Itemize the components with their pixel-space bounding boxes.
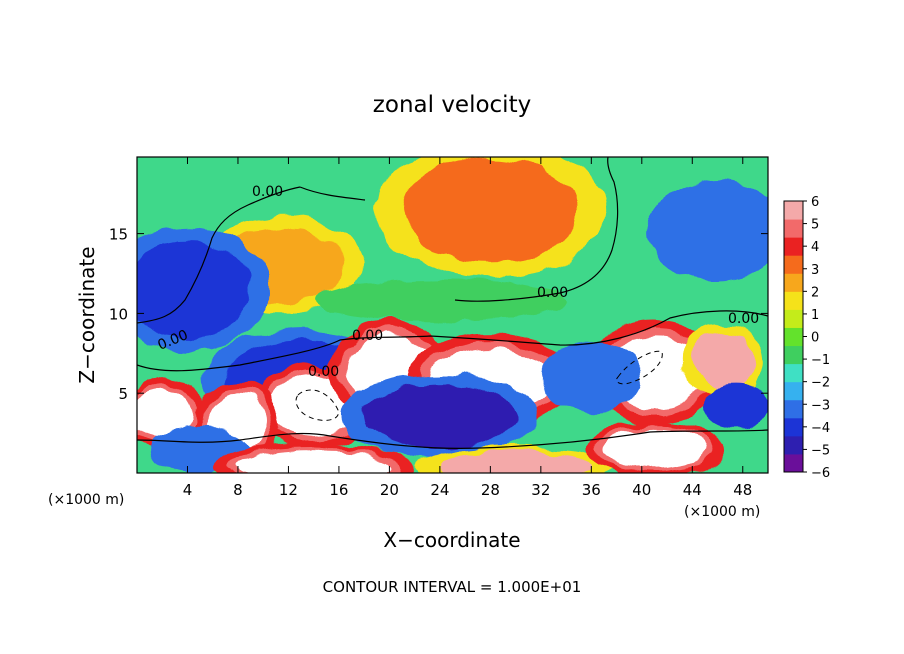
- field-blob: [648, 179, 768, 282]
- field-blob: [692, 332, 756, 391]
- dashed-contour-b: [615, 350, 663, 385]
- zero-contour-lower: [137, 310, 768, 372]
- colorbar-swatch: [784, 399, 803, 419]
- contour-interval-footer: CONTOUR INTERVAL = 1.000E+01: [323, 578, 582, 596]
- colorbar-swatch: [784, 201, 803, 220]
- x-tick-label: 32: [531, 481, 550, 499]
- contour-label: 0.00: [728, 311, 759, 327]
- x-tick-label: 8: [233, 481, 243, 499]
- contour-labels: 0.00 0.00 0.00 0.00 0.00 0.00: [156, 184, 760, 380]
- y-tick-label: 5: [118, 385, 128, 403]
- colorbar-tick-label: 2: [811, 285, 819, 300]
- colorbar-tick-label: 1: [811, 308, 819, 323]
- colorbar-swatch: [784, 237, 803, 256]
- x-tick-label: 16: [329, 481, 348, 499]
- chart-title: zonal velocity: [373, 92, 531, 118]
- x-axis: 4 8 12 16 20 24 28 32 36 40 44 48: [183, 157, 752, 499]
- x-tick-label: 36: [582, 481, 601, 499]
- colorbar-tick-label: −5: [811, 443, 830, 458]
- zero-contours: [137, 157, 768, 449]
- colorbar-tick-label: −3: [811, 398, 830, 413]
- zero-contour-upper: [137, 186, 301, 324]
- field-blob: [439, 450, 592, 473]
- colorbar-tick-label: −1: [811, 353, 830, 368]
- contour-label: 0.00: [352, 328, 383, 344]
- y-axis-label: Z−coordinate: [75, 246, 99, 383]
- x-tick-label: 4: [183, 481, 193, 499]
- contour-label: 0.00: [252, 184, 283, 200]
- x-tick-label: 28: [481, 481, 500, 499]
- colorbar-tick-label: −2: [811, 376, 830, 391]
- plot-area: 0.00 0.00 0.00 0.00 0.00 0.00: [137, 157, 768, 473]
- field-blob: [137, 241, 251, 338]
- y-tick-label: 15: [109, 226, 128, 244]
- colorbar-tick-label: 5: [811, 218, 819, 233]
- plot-frame: [136, 156, 769, 474]
- field-blob: [364, 383, 516, 448]
- dashed-contour-a: [295, 389, 339, 421]
- zero-contour-bottom: [137, 429, 768, 449]
- colorbar-swatch: [784, 309, 803, 328]
- colorbar-swatch: [784, 435, 803, 455]
- colorbar-tick-label: −6: [811, 466, 830, 481]
- colorbar-tick-label: 3: [811, 263, 819, 278]
- colorbar-swatch: [784, 345, 803, 365]
- colorbar: 6 5 4 3 2 1 0 −1 −2 −3 −4 −5 −6: [783, 195, 830, 481]
- field-blob: [137, 388, 194, 437]
- x-tick-label: 24: [430, 481, 449, 499]
- x-tick-label: 48: [733, 481, 752, 499]
- field-blob: [237, 450, 390, 473]
- x-unit-left: (×1000 m): [48, 492, 124, 508]
- colorbar-swatch: [784, 381, 803, 401]
- field-blob: [704, 383, 768, 429]
- x-unit-right: (×1000 m): [684, 504, 760, 520]
- colorbar-swatch: [784, 219, 803, 238]
- contour-label: 0.00: [308, 364, 339, 380]
- colorbar-swatch: [784, 273, 803, 292]
- x-tick-label: 12: [279, 481, 298, 499]
- field-blob: [402, 157, 579, 263]
- y-tick-label: 10: [109, 305, 128, 323]
- contour-label: 0.00: [537, 285, 568, 301]
- x-axis-label: X−coordinate: [383, 528, 520, 552]
- x-tick-label: 20: [380, 481, 399, 499]
- field-blob: [603, 429, 705, 469]
- colorbar-swatch: [784, 363, 803, 383]
- velocity-field: [137, 157, 768, 473]
- colorbar-swatch: [784, 417, 803, 437]
- colorbar-tick-label: 4: [811, 240, 819, 255]
- colorbar-tick-label: −4: [811, 421, 830, 436]
- colorbar-tick-label: 0: [811, 331, 819, 346]
- colorbar-swatch: [784, 327, 803, 347]
- colorbar-tick-label: 6: [811, 195, 819, 210]
- zero-contour-middle: [299, 157, 619, 302]
- x-tick-label: 44: [683, 481, 702, 499]
- y-axis: 5 10 15: [109, 226, 768, 403]
- colorbar-swatch: [784, 291, 803, 310]
- field-blob: [313, 279, 567, 322]
- colorbar-swatch: [784, 255, 803, 274]
- x-tick-label: 40: [632, 481, 651, 499]
- colorbar-swatch: [784, 453, 803, 473]
- field-blob: [540, 342, 642, 413]
